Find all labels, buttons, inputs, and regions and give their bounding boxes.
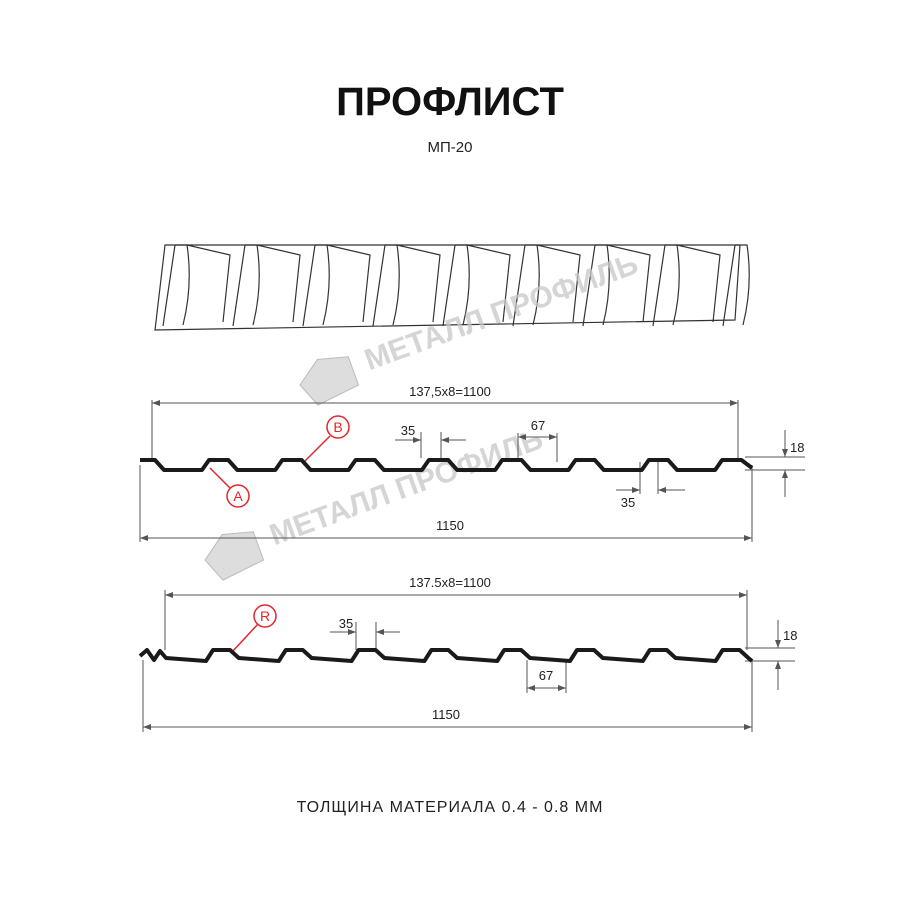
dim-label: 137,5x8=1100 [409, 384, 491, 399]
sheet-line [302, 244, 330, 327]
sheet-line [326, 244, 371, 323]
sheet-line [676, 244, 721, 323]
marker-label: R [260, 608, 270, 624]
profile-2-dims: 137.5x8=1100 1150 35 67 18 R [142, 575, 797, 732]
sheet-line [186, 244, 231, 323]
watermarks: МЕТАЛЛ ПРОФИЛЬ МЕТАЛЛ ПРОФИЛЬ [204, 247, 642, 581]
watermark: МЕТАЛЛ ПРОФИЛЬ [204, 422, 547, 581]
sheet-3d [154, 244, 750, 331]
footer: ТОЛЩИНА МАТЕРИАЛА 0.4 - 0.8 ММ [297, 799, 604, 816]
sheet-line [154, 244, 741, 331]
title: ПРОФЛИСТ [336, 80, 564, 124]
dim-label: 1150 [436, 518, 464, 533]
dim-label: 67 [531, 418, 545, 433]
sheet-line [232, 244, 260, 327]
sheet-line [256, 244, 301, 323]
sheet-line [652, 244, 680, 327]
sheet-line [536, 244, 581, 323]
dim-label: 35 [401, 423, 415, 438]
sheet-line [606, 244, 651, 323]
watermark-text: МЕТАЛЛ ПРОФИЛЬ [265, 422, 547, 552]
sheet-line [396, 244, 441, 323]
profile-1 [140, 458, 754, 472]
sheet-line [722, 244, 750, 327]
sheet-line [466, 244, 511, 323]
sheet-line [582, 244, 610, 327]
dim-label: 1150 [432, 707, 460, 722]
dim-label: 137.5x8=1100 [409, 575, 491, 590]
dim-label: 35 [339, 616, 353, 631]
marker-label: B [333, 419, 342, 435]
dim-label: 18 [783, 628, 797, 643]
watermark-text: МЕТАЛЛ ПРОФИЛЬ [360, 247, 642, 377]
subtitle: МП-20 [428, 139, 473, 156]
sheet-line [512, 244, 540, 327]
marker-label: A [233, 488, 243, 504]
dim-label: 18 [790, 440, 804, 455]
profile-1-dims: 137,5x8=1100 1150 35 67 35 18 A B [139, 384, 805, 542]
sheet-line [372, 244, 400, 327]
sheet-line [162, 244, 190, 327]
dim-label: 35 [621, 495, 635, 510]
profile-2 [138, 648, 754, 663]
dim-label: 67 [539, 668, 553, 683]
sheet-line [442, 244, 470, 327]
